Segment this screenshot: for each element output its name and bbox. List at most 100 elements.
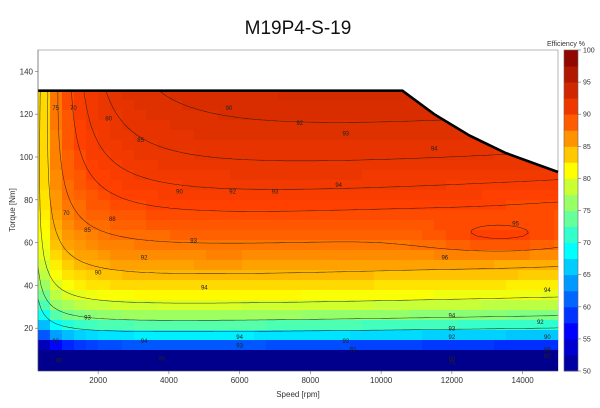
heat-cell [158,250,171,261]
heat-cell [410,260,423,271]
colorbar-band [564,178,578,195]
heat-cell [266,210,279,221]
heat-cell [194,180,207,191]
heat-cell [470,220,483,231]
heat-cell [146,210,159,221]
contour-label: 85 [137,138,144,144]
heat-cell [254,180,267,191]
heat-cell [302,240,315,251]
heat-cell [206,120,219,131]
heat-cell [314,330,327,341]
heat-cell [242,200,255,211]
heat-cell [422,260,435,271]
heat-cell [350,210,363,221]
heat-cell [314,360,327,371]
heat-cell [386,360,399,371]
colorbar-band [564,82,578,99]
heat-cell [338,330,351,341]
heat-cell [446,140,459,151]
heat-cell [542,240,555,251]
contour-label: 70 [70,106,77,112]
heat-cell [326,110,339,121]
heat-cell [338,180,351,191]
heat-cell [398,100,411,111]
heat-cell [230,310,243,321]
heat-cell [170,350,183,361]
chart-title: M19P4-S-19 [245,18,352,39]
heat-cell [506,210,519,221]
heat-cell [458,160,471,171]
heat-cell [230,330,243,341]
heat-cell [74,110,87,121]
heat-cell [122,280,135,291]
heat-cell [122,250,135,261]
heat-cell [374,240,387,251]
colorbar-band [564,274,578,292]
heat-cell [338,170,351,181]
heat-cell [542,260,555,271]
heat-cell [494,190,507,201]
heat-cell [374,140,387,151]
colorbar-band [564,354,578,372]
heat-cell [434,200,447,211]
heat-cell [146,290,159,301]
heat-cell [542,290,555,301]
heat-cell [38,280,51,291]
heat-cell [206,290,219,301]
heat-cell [110,250,123,261]
heat-cell [146,150,159,161]
heat-cell [38,310,51,321]
heat-cell [122,320,135,331]
heat-cell [374,170,387,181]
heat-cell [470,200,483,211]
heat-cell [170,220,183,231]
heat-cell [194,90,207,101]
contour-label: 92 [349,348,356,354]
heat-cell [146,220,159,231]
heat-cell [182,210,195,221]
heat-cell [314,310,327,321]
heat-cell [326,210,339,221]
heat-cell [302,220,315,231]
heat-cell [242,320,255,331]
heat-cell [386,140,399,151]
heat-cell [194,130,207,141]
heat-cell [74,210,87,221]
heat-cell [470,210,483,221]
heat-cell [470,310,483,321]
heat-cell [86,90,99,101]
heat-cell [458,340,471,351]
heat-cell [206,230,219,241]
heat-cell [146,260,159,271]
heat-cell [194,140,207,151]
heat-cell [50,260,63,271]
heat-cell [410,280,423,291]
heat-cell [266,190,279,201]
heat-cell [50,350,63,361]
heat-cell [482,260,495,271]
heat-cell [434,250,447,261]
contour-label: 80 [105,117,112,123]
heat-cell [218,300,231,311]
x-tick-label: 12000 [441,376,464,385]
heat-cell [266,340,279,351]
heat-cell [206,320,219,331]
contour-label: 94 [236,335,243,341]
heat-cell [374,200,387,211]
heat-cell [542,220,555,231]
heat-cell [110,210,123,221]
heat-cell [254,270,267,281]
heat-cell [446,210,459,221]
heat-cell [170,160,183,171]
heat-cell [458,280,471,291]
heat-cell [362,320,375,331]
heat-cell [326,100,339,111]
heat-cell [110,320,123,331]
heat-cell [422,120,435,131]
heat-cell [290,150,303,161]
heat-cell [278,360,291,371]
heat-cell [122,100,135,111]
heat-cell [506,370,519,371]
heat-cell [134,190,147,201]
heat-cell [302,120,315,131]
